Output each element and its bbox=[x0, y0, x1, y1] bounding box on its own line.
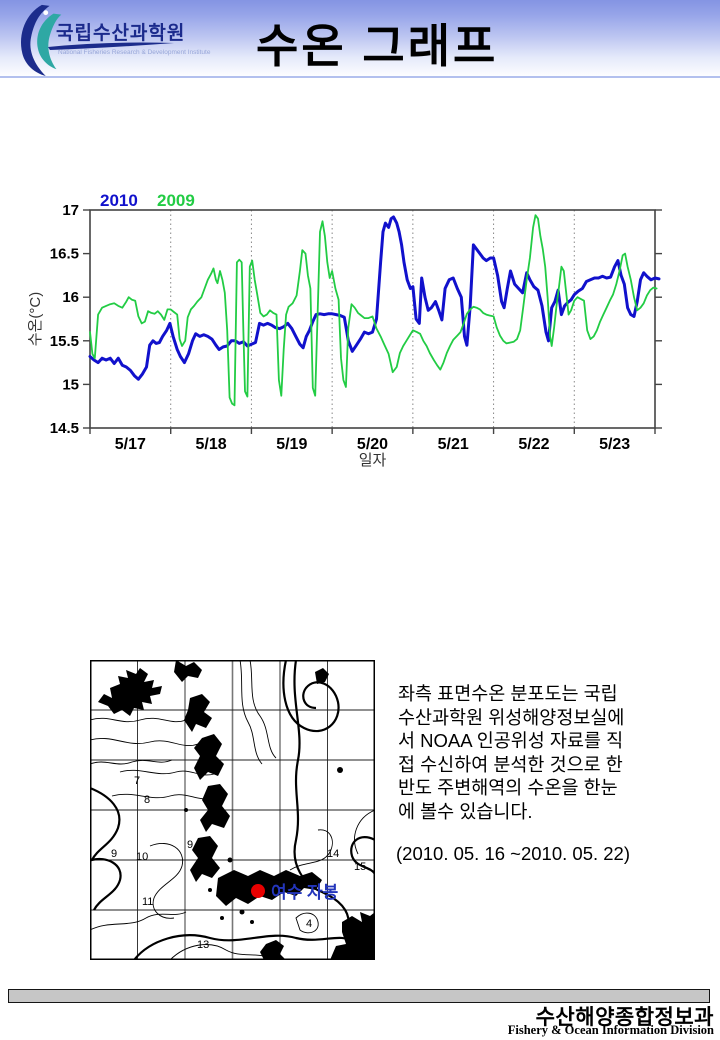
contour-label: 13 bbox=[197, 939, 209, 951]
legend-2010: 2010 bbox=[100, 191, 138, 210]
footer-divider-bar bbox=[8, 989, 710, 1003]
observation-period: (2010. 05. 16 ~2010. 05. 22) bbox=[396, 843, 631, 864]
legend-2009: 2009 bbox=[157, 191, 195, 210]
logo-swoosh bbox=[48, 42, 174, 50]
header: 국립수산과학원 National Fisheries Research & De… bbox=[0, 0, 720, 78]
chart-frame bbox=[89, 209, 656, 429]
contour-label: 9 bbox=[187, 839, 193, 851]
contour-label: 7 bbox=[134, 775, 140, 787]
y-tick-label: 15 bbox=[62, 376, 79, 393]
map-description-text: 좌측 표면수온 분포도는 국립 수산과학원 위성해양정보실에 서 NOAA 인공… bbox=[398, 683, 625, 822]
map-contours-bold bbox=[90, 660, 375, 960]
y-tick-label: 15.5 bbox=[50, 333, 79, 350]
y-tick-label: 16 bbox=[62, 289, 79, 306]
institute-name-english: National Fisheries Research & Developmen… bbox=[58, 49, 211, 56]
y-tick-label: 16.5 bbox=[50, 246, 79, 263]
temperature-chart: 17 16.5 16 15.5 15 14.5 5/17 5/18 5/19 5/20 5/21 5/… bbox=[28, 191, 662, 469]
contour-label: 15 bbox=[354, 861, 366, 873]
x-tick-label: 5/22 bbox=[518, 436, 549, 453]
institute-logo-fish-icon bbox=[21, 4, 62, 76]
x-tick-label: 5/17 bbox=[115, 436, 146, 453]
contour-label: 11 bbox=[142, 896, 153, 908]
station-marker-dot bbox=[251, 884, 265, 898]
contour-label: 9 bbox=[111, 848, 117, 860]
x-axis-title: 일자 bbox=[359, 452, 387, 469]
y-axis-title: 수온(°C) bbox=[28, 292, 44, 346]
y-tick-label: 17 bbox=[62, 202, 79, 219]
page-title: 수온 그래프 bbox=[256, 20, 499, 72]
map-land bbox=[98, 660, 375, 960]
map-contours-thin bbox=[90, 660, 375, 960]
x-tick-label: 5/19 bbox=[276, 436, 307, 453]
series-2010-line bbox=[88, 215, 661, 381]
x-tick-label: 5/20 bbox=[357, 436, 388, 453]
contour-label: 14 bbox=[327, 848, 339, 860]
contour-label: 4 bbox=[306, 918, 312, 930]
contour-label: 8 bbox=[144, 794, 150, 806]
division-name-korean: 수산해양종합정보과 bbox=[535, 1006, 714, 1029]
x-tick-label: 5/21 bbox=[438, 436, 469, 453]
y-tick-label: 14.5 bbox=[50, 420, 79, 437]
series-2009-line bbox=[89, 214, 658, 407]
sst-contour-map: 7 8 9 9 10 11 13 14 15 4 여수 자봉 bbox=[90, 660, 375, 960]
x-tick-label: 5/23 bbox=[599, 436, 630, 453]
division-name-english: Fishery & Ocean Information Division bbox=[507, 1023, 714, 1037]
map-border bbox=[90, 660, 375, 960]
map-contour-labels: 7 8 9 9 10 11 13 14 15 4 bbox=[111, 775, 366, 951]
institute-name-korean: 국립수산과학원 bbox=[56, 23, 186, 44]
contour-label: 10 bbox=[136, 851, 148, 863]
x-tick-label: 5/18 bbox=[196, 436, 227, 453]
station-label: 여수 자봉 bbox=[271, 883, 339, 902]
